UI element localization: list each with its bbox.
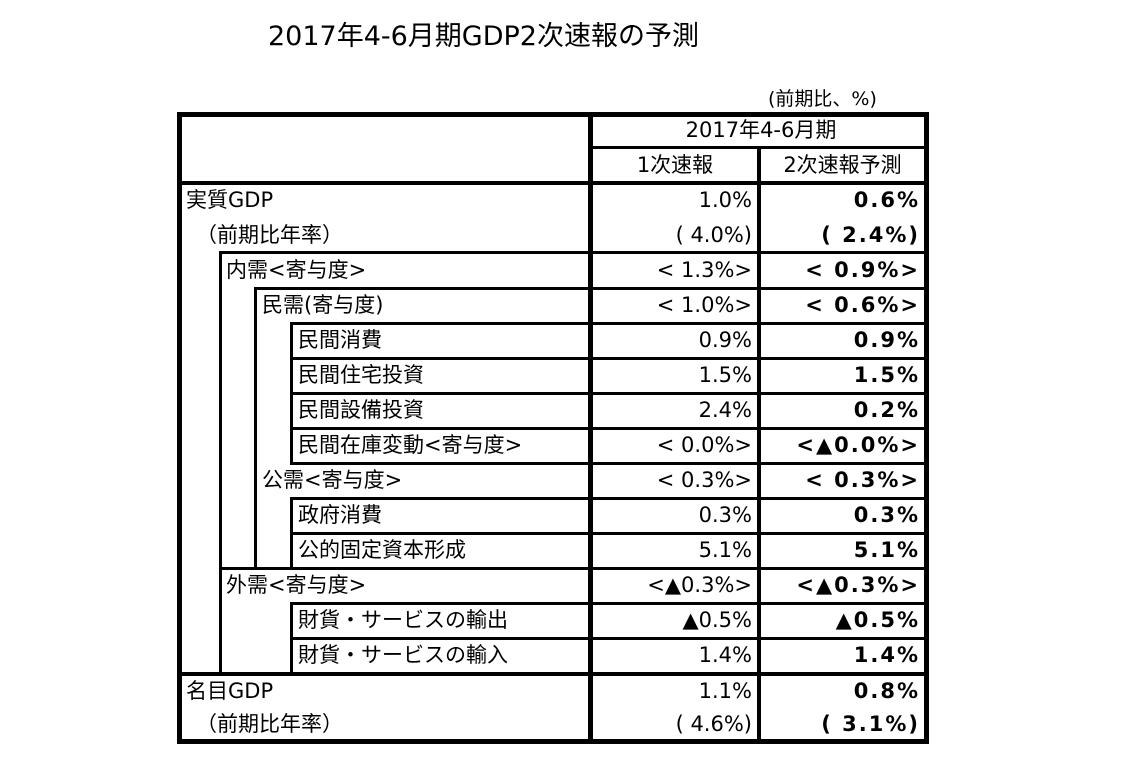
divider xyxy=(254,287,257,570)
period-header: 2017年4-6月期 xyxy=(685,118,837,142)
value-first: < 0.3%> xyxy=(656,468,752,492)
value-second: <▲0.0%> xyxy=(796,433,920,457)
value-second: < 0.3%> xyxy=(805,468,920,492)
value-first: < 1.0%> xyxy=(656,293,752,317)
value-second: 0.2% xyxy=(853,398,920,422)
divider xyxy=(291,497,929,500)
divider xyxy=(290,322,293,465)
value-first: < 0.0%> xyxy=(656,433,752,457)
value-second: 0.9% xyxy=(853,328,920,352)
divider xyxy=(291,637,929,640)
divider xyxy=(255,287,929,290)
value-second: 1.4% xyxy=(853,643,920,667)
column-header-first: 1次速報 xyxy=(636,153,714,177)
column-header-second: 2次速報予測 xyxy=(783,153,902,177)
divider xyxy=(291,602,929,605)
value-second: ( 2.4%) xyxy=(821,223,920,247)
page-title: 2017年4-6月期GDP2次速報の予測 xyxy=(268,21,699,52)
value-second: < 0.6%> xyxy=(805,293,920,317)
value-second: 5.1% xyxy=(853,538,920,562)
value-second: < 0.9%> xyxy=(805,258,920,282)
divider xyxy=(291,427,929,430)
row-label-domestic-demand: 内需<寄与度> xyxy=(226,258,367,282)
value-second: 0.8% xyxy=(853,679,920,703)
row-label-nominal-gdp-annualized: （前期比年率） xyxy=(196,712,343,736)
value-second: 0.3% xyxy=(853,503,920,527)
row-label-public-investment: 公的固定資本形成 xyxy=(298,538,466,562)
value-first: 1.1% xyxy=(698,679,752,703)
divider xyxy=(177,672,929,676)
row-label-public-demand: 公需<寄与度> xyxy=(262,468,403,492)
divider xyxy=(291,532,929,535)
divider xyxy=(757,147,761,744)
value-first: <▲0.3%> xyxy=(647,573,752,597)
value-first: 1.0% xyxy=(698,188,752,212)
divider xyxy=(291,392,929,395)
value-second: 0.6% xyxy=(853,188,920,212)
divider xyxy=(291,357,929,360)
divider xyxy=(219,251,222,674)
divider xyxy=(177,181,929,185)
value-second: ( 3.1%) xyxy=(821,712,920,736)
row-label-external-demand: 外需<寄与度> xyxy=(226,573,367,597)
divider xyxy=(290,497,293,570)
row-label-private-capex: 民間設備投資 xyxy=(298,398,424,422)
divider xyxy=(590,462,929,465)
divider xyxy=(291,322,929,325)
divider xyxy=(220,251,929,254)
row-label-imports: 財貨・サービスの輸入 xyxy=(298,643,508,667)
divider xyxy=(590,146,929,149)
value-first: 5.1% xyxy=(698,538,752,562)
value-first: 1.5% xyxy=(698,363,752,387)
row-label-government-consumption: 政府消費 xyxy=(298,503,382,527)
value-first: 1.4% xyxy=(698,643,752,667)
row-label-private-inventory: 民間在庫変動<寄与度> xyxy=(298,433,523,457)
value-first: 0.3% xyxy=(698,503,752,527)
value-first: ( 4.6%) xyxy=(675,712,752,736)
value-first: 0.9% xyxy=(698,328,752,352)
row-label-private-housing: 民間住宅投資 xyxy=(298,363,424,387)
value-second: 1.5% xyxy=(853,363,920,387)
row-label-exports: 財貨・サービスの輸出 xyxy=(298,608,508,632)
value-second: ▲0.5% xyxy=(835,608,920,632)
row-label-private-consumption: 民間消費 xyxy=(298,328,382,352)
row-label-nominal-gdp: 名目GDP xyxy=(186,679,274,703)
row-label-real-gdp-annualized: （前期比年率） xyxy=(196,223,343,247)
value-first: 2.4% xyxy=(698,398,752,422)
unit-note: (前期比、%) xyxy=(768,88,877,110)
value-first: ▲0.5% xyxy=(682,608,752,632)
divider xyxy=(220,567,929,570)
row-label-real-gdp: 実質GDP xyxy=(186,188,274,212)
value-first: ( 4.0%) xyxy=(675,223,752,247)
divider xyxy=(290,602,293,674)
row-label-private-demand: 民需(寄与度) xyxy=(262,293,384,317)
value-second: <▲0.3%> xyxy=(796,573,920,597)
value-first: < 1.3%> xyxy=(656,258,752,282)
